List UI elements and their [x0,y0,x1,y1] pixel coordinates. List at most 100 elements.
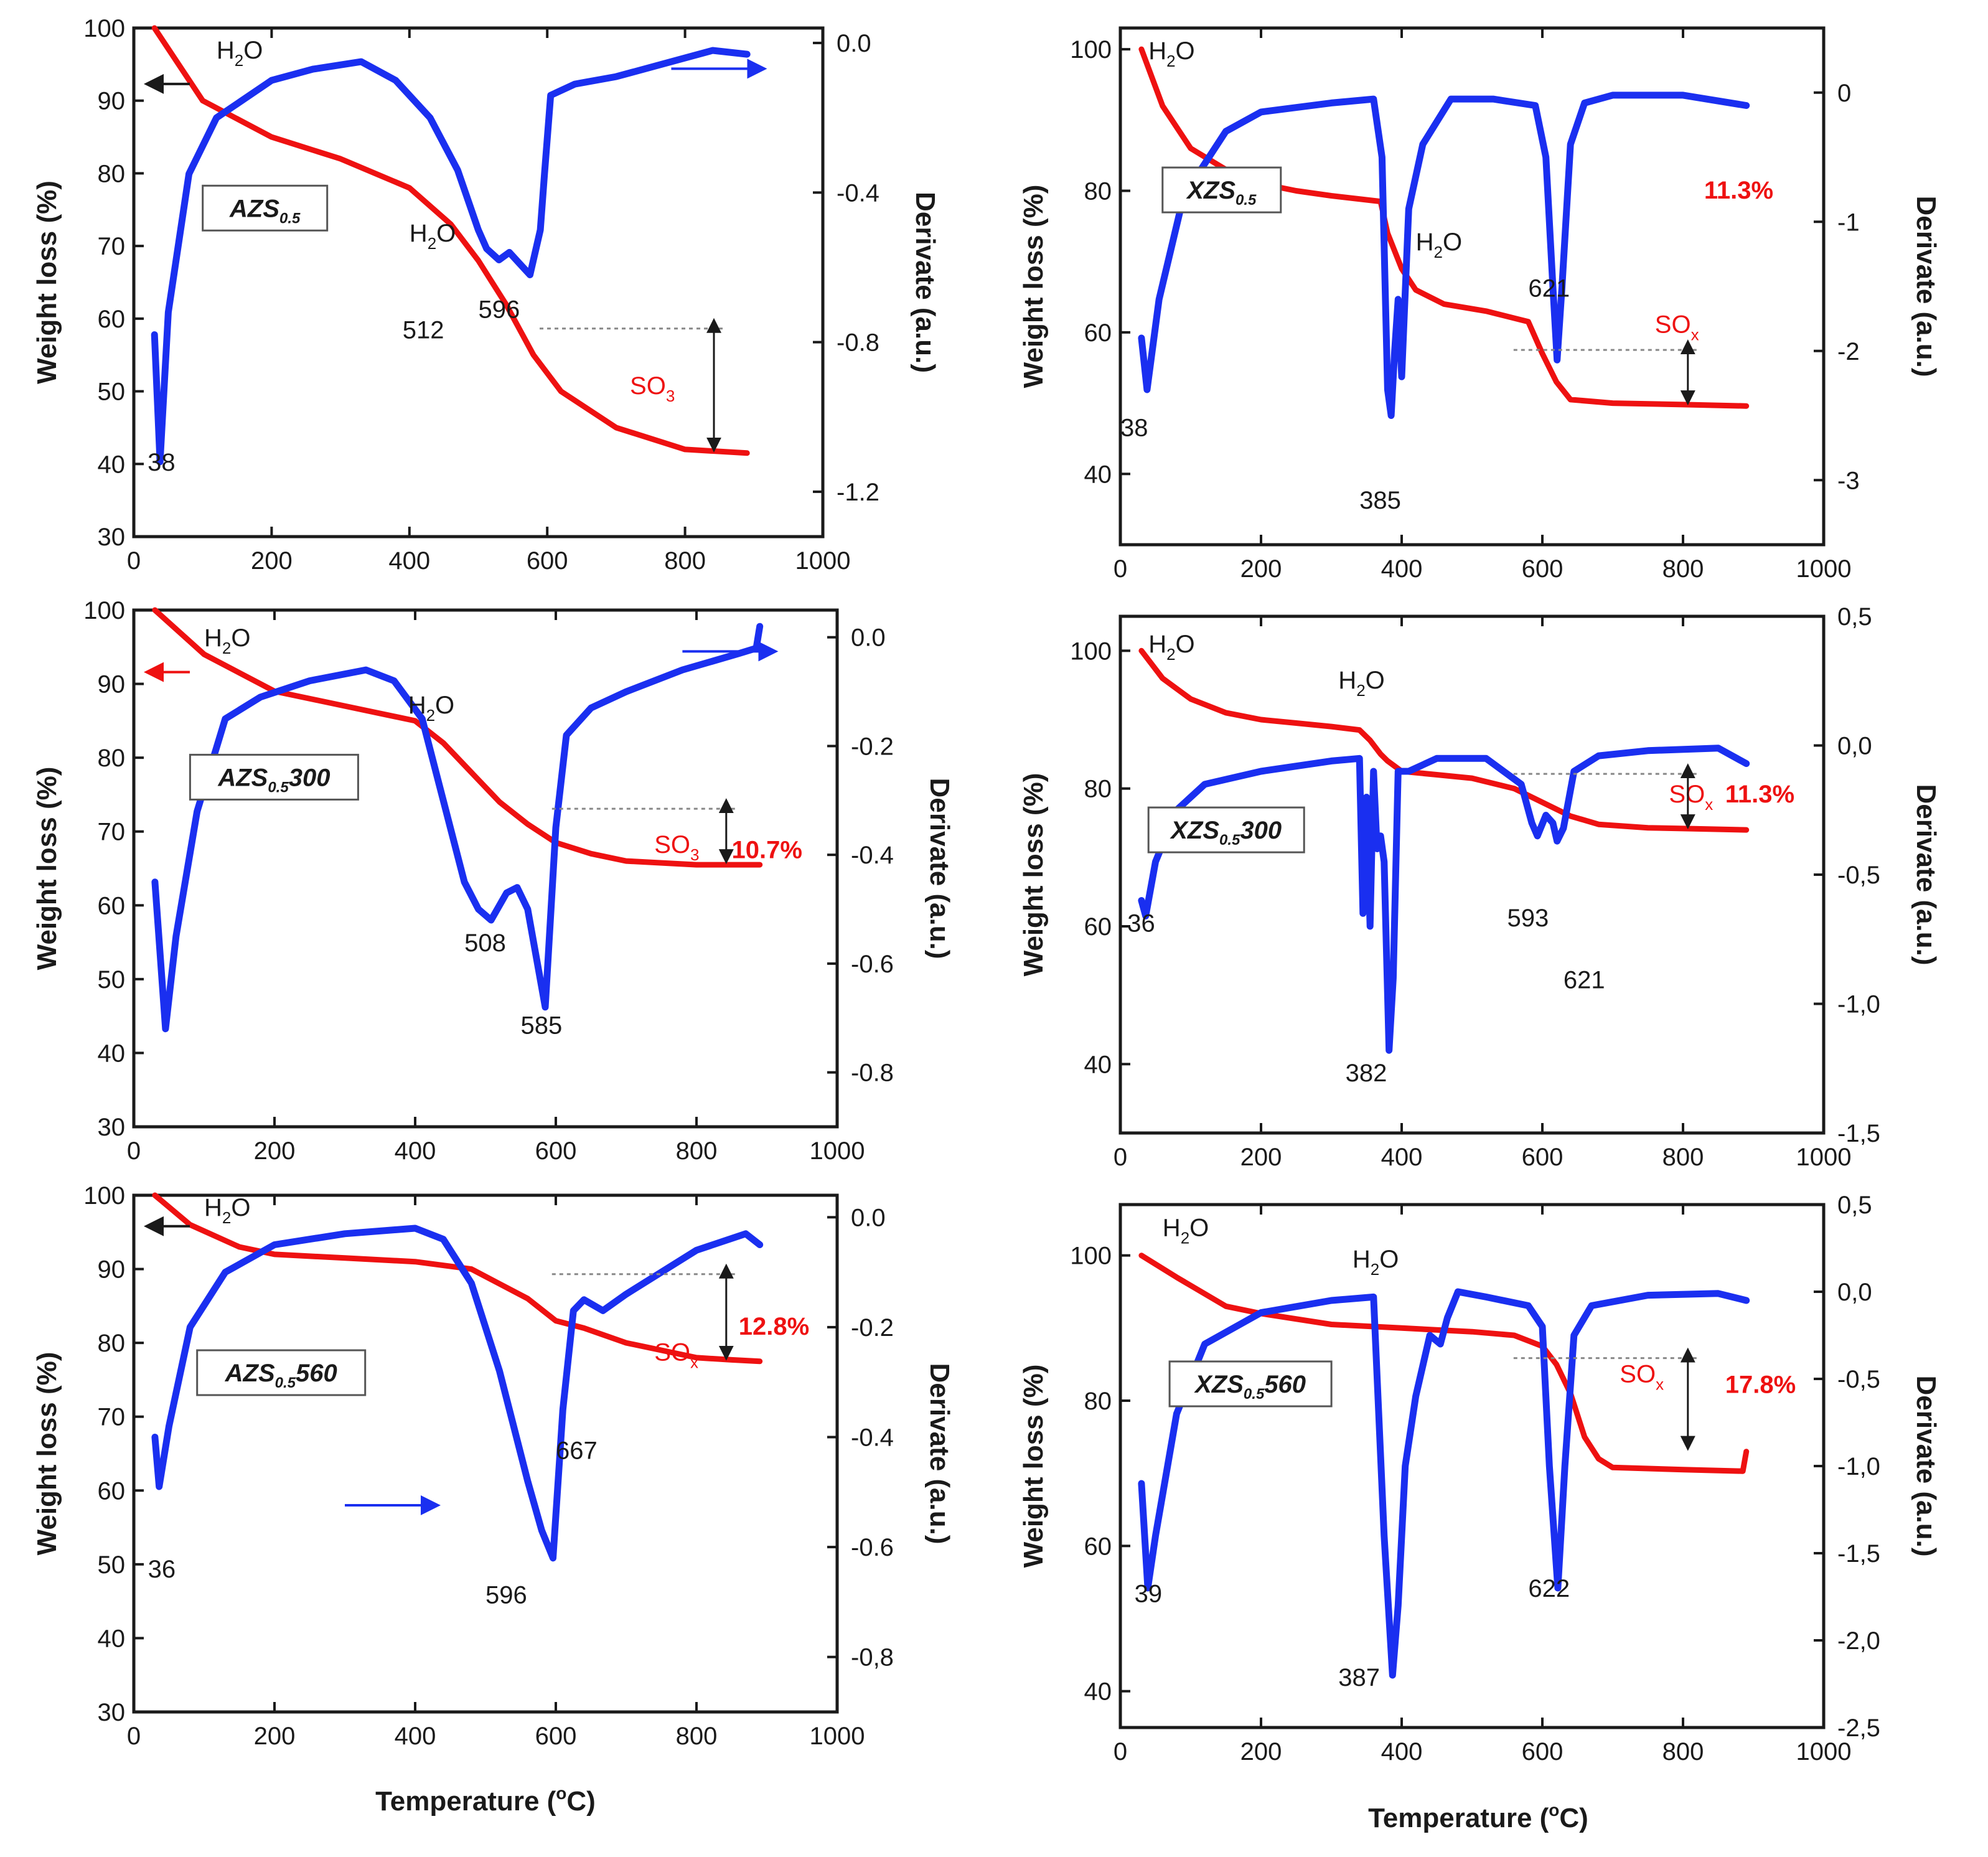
mass-loss-percent: 11.3% [1704,177,1773,204]
y-left-tick-label: 60 [1084,319,1112,347]
series-line-weight-loss [1138,647,1750,833]
annotation-label: 382 [1346,1060,1387,1087]
y-right-tick-label: 0,0 [1837,733,1872,760]
y-right-tick-label: -0,5 [1837,1366,1880,1393]
series-line-weight-loss [152,1192,763,1365]
y-right-tick-label: -0.4 [837,179,879,207]
y-right-tick-label: -1,0 [1837,991,1880,1018]
y-right-tick-label: -3 [1837,467,1860,494]
mass-loss-percent: 12.8% [739,1313,809,1340]
annotation-label: SO3 [654,831,699,864]
panel-4: 0 200 400 600 800 1000 30 40 50 60 70 80 90 100 0.0 -0.… [32,1182,955,1750]
plot-frame [132,608,839,1129]
y-right-tick-label: -1,0 [1837,1453,1880,1480]
y-right-tick-label: 0,0 [1837,1279,1872,1306]
plot-frame [132,1193,839,1714]
annotation-label: 621 [1528,275,1570,303]
x-tick-label: 600 [527,547,568,575]
panel-5: 0 200 400 600 800 1000 40 60 80 100 0,5 0,0 -0,5 -1,0… [1018,1192,1941,1765]
y-left-tick-label: 100 [83,597,125,624]
plot-frame [1118,26,1826,547]
annotation-label: H2O [1338,667,1384,700]
y-right-axis-title: Derivate (a.u.) [924,778,955,959]
series-line-derivate [151,1225,764,1562]
sample-label-box [1168,1360,1333,1408]
x-tick-label: 600 [535,1137,577,1165]
annotation-label: SOx [1655,311,1699,344]
y-left-tick-label: 80 [98,745,126,772]
x-tick-label: 400 [388,547,430,575]
x-tick-label: 600 [1522,555,1564,583]
y-right-tick-label: 0,5 [1837,603,1872,631]
annotation-label: 512 [403,316,444,344]
series-line-weight-loss [152,607,763,868]
sample-label: AZS0.5300 [217,764,330,796]
y-right-axis-title: Derivate (a.u.) [924,1363,955,1544]
x-tick-label: 400 [1381,1738,1423,1765]
x-tick-label: 800 [664,547,706,575]
y-left-tick-label: 100 [1070,36,1112,63]
mass-loss-percent: 17.8% [1725,1371,1796,1398]
annotation-label: H2O [1416,228,1462,261]
annotation-label: H2O [204,624,250,657]
panel-3: 0 200 400 600 800 1000 40 60 80 100 0,5 0,0 -0,5 -1,0… [1018,603,1941,1171]
y-left-tick-label: 30 [98,1114,126,1141]
annotation-label: H2O [1148,631,1194,664]
y-left-tick-label: 30 [98,1699,126,1726]
y-left-tick-label: 80 [1084,178,1112,205]
x-tick-label: 0 [1114,555,1127,583]
x-tick-label: 200 [254,1137,296,1165]
annotation-label: H2O [1163,1214,1209,1247]
y-right-tick-label: -1 [1837,209,1860,236]
y-left-tick-label: 100 [1070,637,1112,665]
y-left-tick-label: 50 [98,378,126,406]
y-right-axis-title: Derivate (a.u.) [910,192,940,373]
x-tick-label: 0 [1114,1738,1127,1765]
annotation-label: H2O [408,692,454,725]
y-right-tick-label: -1.2 [837,479,879,506]
y-left-tick-label: 100 [83,15,125,42]
annotation-label: 38 [1120,415,1148,442]
y-right-tick-label: -0.8 [851,1060,894,1087]
y-left-axis-title: Weight loss (%) [1018,185,1049,388]
annotation-label: 593 [1507,905,1549,932]
x-axis-title-left: Temperature (oC) [375,1784,596,1817]
annotation-label: 508 [464,929,506,957]
y-left-tick-label: 70 [98,1404,126,1431]
x-tick-label: 1000 [810,1723,865,1750]
mass-loss-percent: 10.7% [732,836,802,863]
y-right-tick-label: -1,5 [1837,1540,1880,1568]
y-right-tick-label: 0,5 [1837,1192,1872,1219]
x-tick-label: 1000 [1796,1144,1852,1171]
plot-frame [132,26,825,538]
y-left-axis-title: Weight loss (%) [1018,1365,1049,1568]
y-left-tick-label: 40 [1084,461,1112,488]
y-left-tick-label: 40 [98,1625,126,1652]
y-right-axis-title: Derivate (a.u.) [1911,1376,1941,1557]
y-right-tick-label: -0.2 [851,733,894,760]
y-left-tick-label: 40 [1084,1051,1112,1078]
annotation-label: SO3 [630,372,675,405]
x-tick-label: 0 [127,1723,141,1750]
y-right-tick-label: 0.0 [837,30,871,57]
annotation-label: 36 [1127,910,1155,937]
x-tick-label: 0 [127,1137,141,1165]
annotation-label: 667 [556,1437,598,1464]
y-left-axis-title: Weight loss (%) [32,181,62,384]
y-right-tick-label: -0.4 [851,842,894,869]
sample-label: AZS0.5560 [225,1360,337,1391]
y-left-tick-label: 80 [98,160,126,187]
y-left-tick-label: 40 [1084,1678,1112,1706]
y-left-axis-title: Weight loss (%) [1018,773,1049,977]
x-tick-label: 200 [1240,555,1282,583]
y-right-tick-label: -0.4 [851,1424,894,1452]
y-right-tick-label: -0.6 [851,1534,894,1561]
sample-label-box [1147,806,1305,853]
annotation-label: H2O [204,1194,250,1227]
annotation-label: 621 [1564,967,1605,994]
y-left-tick-label: 80 [98,1330,126,1357]
x-axis-title-right: Temperature (oC) [1368,1800,1588,1833]
annotation-label: 387 [1338,1664,1380,1691]
x-tick-label: 0 [1114,1144,1127,1171]
